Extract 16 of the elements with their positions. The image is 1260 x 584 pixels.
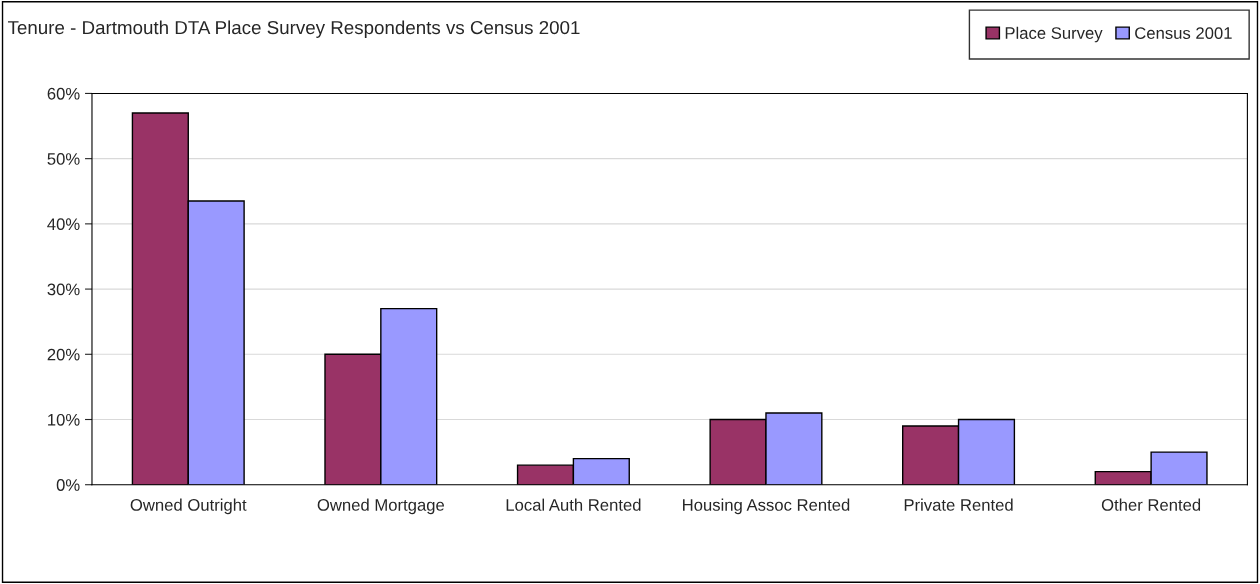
x-tick-label: Owned Outright xyxy=(130,498,247,515)
x-tick-label: Owned Mortgage xyxy=(317,498,445,515)
x-tick-label: Local Auth Rented xyxy=(506,498,641,511)
y-tick-label: 10% xyxy=(48,413,80,426)
legend-label: Census 2001 xyxy=(1135,27,1232,39)
x-tick-label: Private Rented xyxy=(904,498,1013,511)
chart-title: Tenure - Dartmouth DTA Place Survey Respondents vs Census 2001 xyxy=(7,20,580,38)
y-tick-label: 50% xyxy=(47,153,80,165)
y-tick-label: 20% xyxy=(47,348,80,361)
y-tick-label: 40% xyxy=(47,218,80,231)
y-tick-label: 0% xyxy=(56,479,80,491)
x-tick-label: Other Rented xyxy=(1101,498,1201,511)
y-tick-label: 30% xyxy=(47,283,80,296)
y-tick-label: 60% xyxy=(47,87,80,100)
x-tick-label: Housing Assoc Rented xyxy=(683,498,850,515)
legend-label: Place Survey xyxy=(1005,26,1103,43)
